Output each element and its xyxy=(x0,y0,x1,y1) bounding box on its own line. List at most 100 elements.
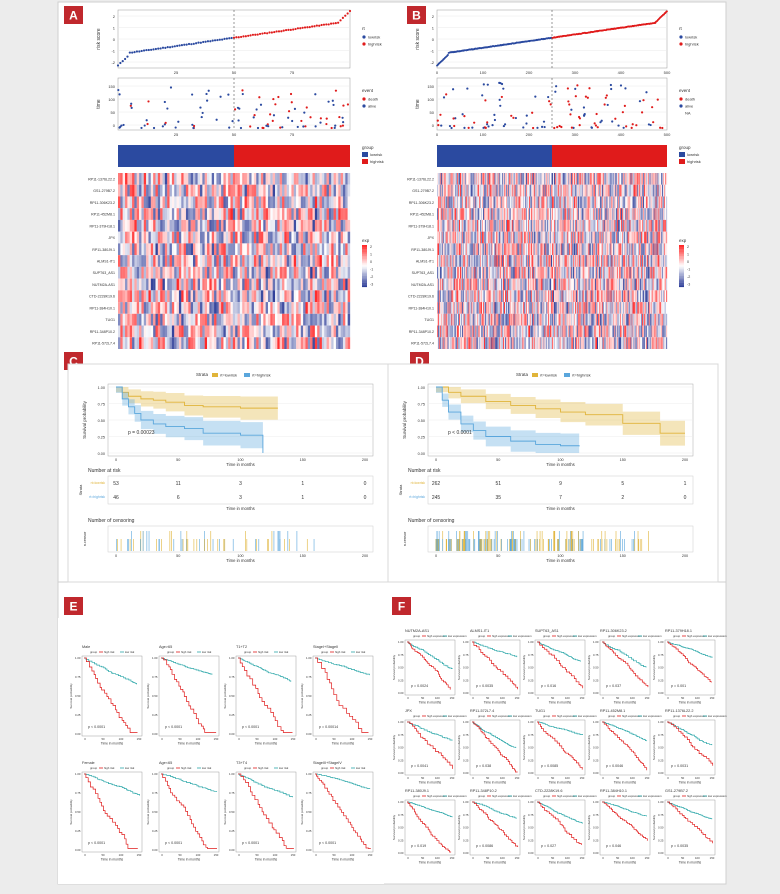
b-heatmap-cell xyxy=(629,185,630,197)
b-heatmap-cell xyxy=(523,185,524,197)
b-group-legend-title: group xyxy=(679,145,691,150)
a-time-xtick: 75 xyxy=(290,132,295,137)
b-heatmap-cell xyxy=(472,243,473,255)
a-time-point xyxy=(242,93,244,95)
a-heatmap-cell xyxy=(348,232,350,244)
b-heatmap-cell xyxy=(471,279,472,291)
b-heatmap-cell xyxy=(594,232,595,244)
a-heatmap-cell xyxy=(221,243,223,255)
b-heatmap-cell xyxy=(554,243,555,255)
b-heatmap-cell xyxy=(623,173,624,185)
a-heatmap-cell xyxy=(230,208,232,220)
a-heatmap-cell xyxy=(261,173,263,185)
b-heatmap-cell xyxy=(600,267,601,279)
b-heatmap-cell xyxy=(642,279,643,291)
a-heatmap-cell xyxy=(174,302,176,314)
b-heatmap-cell xyxy=(453,185,454,197)
b-heatmap-cell xyxy=(579,243,580,255)
b-heatmap-cell xyxy=(541,267,542,279)
b-heatmap-cell xyxy=(653,196,654,208)
a-heatmap-cell xyxy=(313,326,315,338)
b-heatmap-cell xyxy=(516,243,517,255)
b-heatmap-cell xyxy=(532,279,533,291)
a-heatmap-cell xyxy=(308,302,310,314)
b-heatmap-cell xyxy=(470,267,471,279)
a-heatmap-cell xyxy=(177,279,179,291)
a-heatmap-cell xyxy=(249,173,251,185)
b-heatmap-cell xyxy=(553,220,554,232)
a-heatmap-cell xyxy=(263,185,265,197)
b-heatmap-cell xyxy=(456,243,457,255)
a-heatmap-cell xyxy=(202,196,204,208)
b-heatmap-cell xyxy=(523,243,524,255)
b-heatmap-cell xyxy=(538,243,539,255)
b-heatmap-cell xyxy=(645,243,646,255)
b-heatmap-cell xyxy=(494,196,495,208)
b-heatmap-cell xyxy=(575,185,576,197)
a-heatmap-cell xyxy=(125,220,127,232)
a-heatmap-cell xyxy=(165,255,167,267)
a-heatmap-cell xyxy=(294,267,296,279)
b-heatmap-cell xyxy=(455,173,456,185)
b-event-legend-na: NA xyxy=(685,111,691,116)
a-heatmap-cell xyxy=(146,232,148,244)
a-heatmap-cell xyxy=(338,267,340,279)
a-heatmap-cell xyxy=(268,267,270,279)
a-heatmap-cell xyxy=(245,232,247,244)
b-heatmap-cell xyxy=(457,290,458,302)
a-heatmap-cell xyxy=(160,314,162,326)
b-heatmap-cell xyxy=(532,220,533,232)
a-heatmap-cell xyxy=(186,290,188,302)
b-heatmap-cell xyxy=(594,185,595,197)
b-heatmap-cell xyxy=(664,232,665,244)
a-heatmap-cell xyxy=(132,185,134,197)
b-heatmap-cell xyxy=(644,185,645,197)
b-time-point xyxy=(548,100,550,102)
b-heatmap-cell xyxy=(605,267,606,279)
a-heatmap-cell xyxy=(334,302,336,314)
b-heatmap-cell xyxy=(564,185,565,197)
b-heatmap-cell xyxy=(458,255,459,267)
a-heatmap-cell xyxy=(134,255,136,267)
b-heatmap-cell xyxy=(556,173,557,185)
b-heatmap-cell xyxy=(618,243,619,255)
a-heatmap-cell xyxy=(139,185,141,197)
b-time-point xyxy=(594,122,596,124)
b-heatmap-cell xyxy=(501,185,502,197)
a-heatmap-cell xyxy=(221,279,223,291)
a-heatmap-cell xyxy=(221,232,223,244)
b-heatmap-cell xyxy=(645,208,646,220)
a-heatmap-cell xyxy=(146,326,148,338)
b-heatmap-cell xyxy=(619,208,620,220)
b-heatmap-cell xyxy=(495,208,496,220)
a-time-point xyxy=(202,112,204,114)
a-heatmap-cell xyxy=(329,326,331,338)
b-heatmap-cell xyxy=(557,279,558,291)
a-heatmap-gene-label: TUG1 xyxy=(105,318,115,322)
a-score-point xyxy=(117,64,119,66)
b-time-point xyxy=(583,115,585,117)
a-heatmap-cell xyxy=(167,173,169,185)
b-heatmap-cell xyxy=(614,208,615,220)
b-heatmap-cell xyxy=(564,185,565,197)
a-heatmap-cell xyxy=(238,208,240,220)
b-heatmap-cell xyxy=(654,279,655,291)
b-heatmap-cell xyxy=(554,232,555,244)
b-heatmap-cell xyxy=(592,243,593,255)
a-heatmap-cell xyxy=(148,232,150,244)
b-heatmap-cell xyxy=(442,196,443,208)
b-heatmap-cell xyxy=(513,220,514,232)
a-heatmap-cell xyxy=(343,232,345,244)
b-heatmap-cell xyxy=(533,255,534,267)
b-heatmap-cell xyxy=(596,196,597,208)
a-heatmap-cell xyxy=(247,196,249,208)
a-heatmap-cell xyxy=(240,279,242,291)
a-heatmap-cell xyxy=(249,337,251,349)
b-heatmap-cell xyxy=(637,208,638,220)
b-heatmap-cell xyxy=(467,232,468,244)
a-score-point xyxy=(247,35,249,37)
b-heatmap-cell xyxy=(570,243,571,255)
b-heatmap-cell xyxy=(530,255,531,267)
b-heatmap-cell xyxy=(526,290,527,302)
a-heatmap-cell xyxy=(174,220,176,232)
